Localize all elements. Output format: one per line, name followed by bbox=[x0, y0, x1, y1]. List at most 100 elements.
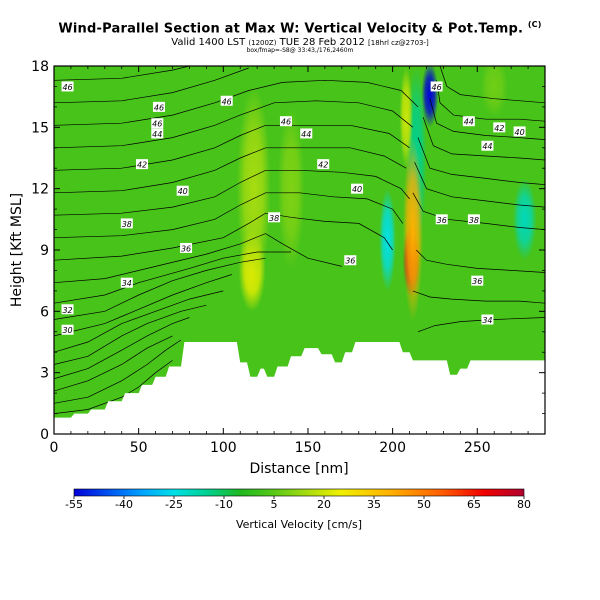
contour-label-box bbox=[493, 122, 506, 133]
x-tick-label: 200 bbox=[379, 440, 406, 456]
colorbar-tick-label: -40 bbox=[115, 498, 133, 511]
isentrope-line bbox=[54, 290, 224, 353]
contour-label-box bbox=[136, 159, 149, 170]
isentrope-line bbox=[429, 98, 545, 140]
contour-label-text: 32 bbox=[62, 306, 72, 315]
contour-label-text: 42 bbox=[318, 161, 328, 170]
contour-label-box bbox=[220, 95, 233, 106]
contour-label: 42 bbox=[136, 159, 149, 170]
isentrope-line bbox=[54, 233, 342, 284]
isentrope-line bbox=[439, 66, 545, 104]
contour-label: 46 bbox=[279, 116, 292, 127]
contour-label-text: 44 bbox=[464, 118, 474, 127]
contour-label: 40 bbox=[176, 185, 189, 196]
contour-label: 44 bbox=[151, 128, 164, 139]
x-tick-label: 150 bbox=[295, 440, 322, 456]
velocity-feature-updraft-top-right bbox=[480, 66, 508, 118]
contour-label-box bbox=[430, 81, 443, 92]
contour-label: 44 bbox=[462, 116, 475, 127]
chart-title: Wind-Parallel Section at Max W: Vertical… bbox=[0, 20, 600, 36]
isentrope-line bbox=[54, 317, 190, 380]
contour-label: 42 bbox=[493, 122, 506, 133]
colorbar-tick-label: 50 bbox=[417, 498, 431, 511]
isentrope-line bbox=[422, 116, 545, 161]
contour-label-text: 38 bbox=[469, 216, 479, 225]
contour-label-box bbox=[471, 275, 484, 286]
contour-label-box bbox=[61, 304, 74, 315]
isentrope-line bbox=[54, 360, 173, 414]
y-tick-label: 0 bbox=[40, 427, 49, 443]
contour-label-text: 46 bbox=[154, 103, 164, 112]
run-info: [18hrl cz@2703-] bbox=[368, 39, 429, 47]
isentrope-line bbox=[417, 137, 545, 185]
contour-label-box bbox=[151, 128, 164, 139]
contour-label: 36 bbox=[471, 275, 484, 286]
colorbar-tick-label: -10 bbox=[215, 498, 233, 511]
contour-label-box bbox=[462, 116, 475, 127]
contour-label: 38 bbox=[268, 212, 281, 223]
contour-label-text: 42 bbox=[494, 124, 504, 133]
contour-label-box bbox=[268, 212, 281, 223]
contour-label: 36 bbox=[344, 255, 357, 266]
contour-label: 32 bbox=[61, 304, 74, 315]
colorbar-tick-label: 35 bbox=[367, 498, 381, 511]
contour-label: 46 bbox=[220, 95, 233, 106]
colorbar-tick-label: 5 bbox=[271, 498, 278, 511]
contour-label-box bbox=[300, 128, 313, 139]
isentrope-line bbox=[54, 212, 393, 261]
contour-label: 36 bbox=[180, 242, 193, 253]
y-tick-label: 18 bbox=[31, 59, 49, 75]
contour-label: 44 bbox=[300, 128, 313, 139]
contour-label-text: 36 bbox=[437, 216, 447, 225]
velocity-feature-downdraft-right bbox=[512, 178, 537, 261]
contour-label-text: 36 bbox=[345, 257, 355, 266]
contour-label-text: 34 bbox=[122, 279, 132, 288]
velocity-feature-updraft-tall bbox=[236, 86, 271, 291]
contour-label: 36 bbox=[435, 214, 448, 225]
isentrope-line bbox=[54, 147, 407, 194]
isentrope-line bbox=[417, 317, 545, 333]
contour-label-box bbox=[120, 277, 133, 288]
contour-label: 34 bbox=[120, 277, 133, 288]
y-tick-label: 9 bbox=[40, 243, 49, 259]
x-tick-label: 50 bbox=[130, 440, 148, 456]
x-tick-label: 100 bbox=[210, 440, 237, 456]
chart-title-text: Wind-Parallel Section at Max W: Vertical… bbox=[58, 21, 524, 37]
contour-label-box bbox=[152, 101, 165, 112]
terrain-mask bbox=[54, 342, 545, 434]
contour-label: 46 bbox=[152, 101, 165, 112]
y-tick-label: 15 bbox=[31, 120, 49, 136]
x-axis-label: Distance [nm] bbox=[249, 461, 348, 477]
contour-label-text: 30 bbox=[62, 326, 72, 335]
y-tick-label: 12 bbox=[31, 182, 49, 198]
isentrope-line bbox=[54, 100, 414, 149]
terrain-fill bbox=[54, 342, 545, 434]
contour-label: 38 bbox=[120, 218, 133, 229]
isentrope-line bbox=[54, 66, 190, 81]
contour-label-text: 44 bbox=[152, 130, 162, 139]
x-tick-label: 250 bbox=[464, 440, 491, 456]
colorbar-label: Vertical Velocity [cm/s] bbox=[236, 518, 362, 531]
contour-label-text: 44 bbox=[482, 142, 492, 151]
contour-label-text: 46 bbox=[62, 83, 72, 92]
valid-date: TUE 28 Feb 2012 bbox=[279, 37, 365, 48]
contour-label-text: 46 bbox=[432, 83, 442, 92]
velocity-feature-updraft-column bbox=[402, 137, 424, 322]
isentrope-line bbox=[54, 251, 291, 304]
contour-label-text: 46 bbox=[152, 120, 162, 129]
contour-label: 40 bbox=[351, 183, 364, 194]
copyright-mark: (C) bbox=[527, 20, 542, 29]
isentrope-contours bbox=[54, 66, 545, 414]
contour-label-box bbox=[481, 314, 494, 325]
contour-label-text: 42 bbox=[137, 161, 147, 170]
isentrope-line bbox=[416, 249, 545, 273]
contour-label-box bbox=[344, 255, 357, 266]
contour-label: 46 bbox=[151, 118, 164, 129]
colorbar-tick-label: -55 bbox=[65, 498, 83, 511]
contour-label-box bbox=[151, 118, 164, 129]
contour-label-box bbox=[467, 214, 480, 225]
velocity-feature-downdraft-left-of-core bbox=[379, 188, 397, 291]
y-tick-label: 6 bbox=[40, 304, 49, 320]
colorbar-tick-label: 80 bbox=[517, 498, 531, 511]
